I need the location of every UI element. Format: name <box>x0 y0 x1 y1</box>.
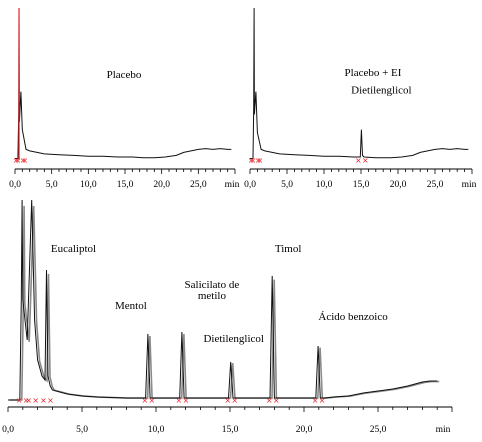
integration-marker: × <box>25 396 32 405</box>
x-tick-label: 5,0 <box>281 180 293 190</box>
x-tick-label: 10,0 <box>316 180 333 190</box>
x-tick-label: 5,0 <box>46 180 58 190</box>
chromatogram-trace-overlay <box>10 205 440 401</box>
integration-marker: × <box>312 396 319 405</box>
x-tick-label: 5,0 <box>76 425 88 435</box>
x-tick-label: 20,0 <box>153 180 170 190</box>
integration-marker: × <box>176 396 183 405</box>
x-tick-label: 0,0 <box>244 180 256 190</box>
chromatogram-panel-3: 0,0 5,0 10,0 15,0 20,0 25,0 min× ×× × × × × × × × × × × × ×… <box>2 199 453 435</box>
panel-title: Placebo + EI <box>345 67 402 79</box>
x-tick-label: 15,0 <box>117 180 134 190</box>
integration-marker: × <box>142 396 149 405</box>
integration-marker: × <box>13 156 20 165</box>
peak-label: Mentol <box>115 300 147 312</box>
x-tick-label: 25,0 <box>370 425 387 435</box>
peak-label: Salicilato de metilo <box>185 279 240 302</box>
chromatogram-panel-1: 0,0 5,0 10,0 15,0 20,0 25,0 min× ×× ×Placebo <box>9 7 240 190</box>
integration-marker: × <box>266 396 273 405</box>
x-tick-label: 0,0 <box>2 425 14 435</box>
integration-marker: × <box>40 396 47 405</box>
chromatogram-panel-2: 0,0 5,0 10,0 15,0 20,0 25,0 min× ×× × × ×Placebo +… <box>244 7 477 190</box>
integration-marker: × <box>22 156 29 165</box>
integration-marker: × <box>273 396 280 405</box>
integration-marker: × <box>355 156 362 165</box>
integration-marker: × <box>32 396 39 405</box>
peak-label: Dietilenglicol <box>203 333 263 345</box>
x-tick-label: 15,0 <box>353 180 370 190</box>
panel-title: Placebo <box>107 69 142 81</box>
integration-marker: × <box>47 396 54 405</box>
peak-label: Dietilenglicol <box>351 85 411 97</box>
integration-marker: × <box>362 156 369 165</box>
x-tick-label: 0,0 <box>9 180 21 190</box>
chromatogram-trace <box>250 7 469 159</box>
chromatogram-trace <box>8 199 438 401</box>
integration-marker: × <box>257 156 264 165</box>
integration-marker: × <box>20 156 27 165</box>
x-tick-label: 15,0 <box>222 425 239 435</box>
peak-label: Ácido benzoico <box>318 311 388 323</box>
integration-marker: × <box>231 396 238 405</box>
integration-marker: × <box>255 156 262 165</box>
integration-marker: × <box>23 396 30 405</box>
integration-marker: × <box>15 156 22 165</box>
x-tick-label: 10,0 <box>148 425 165 435</box>
integration-marker: × <box>319 396 326 405</box>
integration-marker: × <box>224 396 231 405</box>
x-tick-label: 10,0 <box>80 180 97 190</box>
x-axis-unit-label: min <box>225 180 240 190</box>
integration-marker: × <box>248 156 255 165</box>
x-axis-unit-label: min <box>436 425 451 435</box>
peak-label: Eucaliptol <box>51 243 96 255</box>
x-tick-label: 25,0 <box>427 180 444 190</box>
chromatogram-trace <box>15 7 232 159</box>
peak-label: Timol <box>275 243 302 255</box>
x-tick-label: 20,0 <box>296 425 313 435</box>
integration-marker: × <box>183 396 190 405</box>
integration-marker: × <box>250 156 257 165</box>
integration-marker: × <box>16 396 23 405</box>
x-tick-label: 20,0 <box>390 180 407 190</box>
x-axis-unit-label: min <box>462 180 477 190</box>
integration-marker: × <box>149 396 156 405</box>
x-tick-label: 25,0 <box>190 180 207 190</box>
